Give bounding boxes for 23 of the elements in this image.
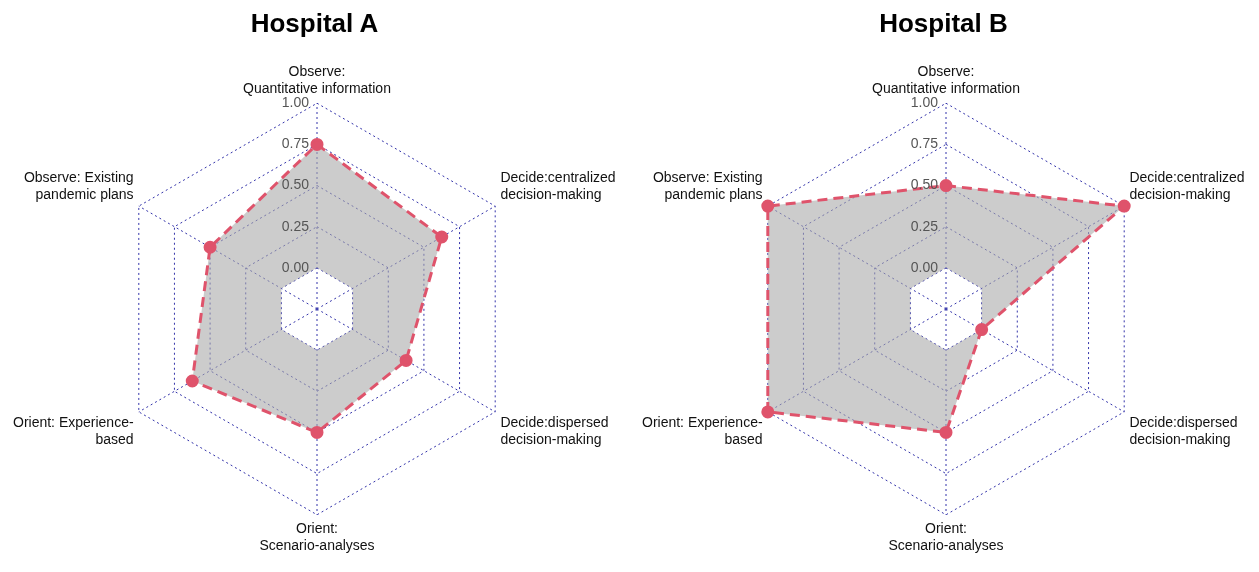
spoke-label: Observe: Quantitative information bbox=[243, 62, 391, 96]
spoke-label: Orient: Experience- based bbox=[13, 414, 134, 447]
spoke-label: Decide:centralized decision-making bbox=[500, 168, 616, 202]
y-tick-label: 0.75 bbox=[910, 135, 939, 152]
y-tick-label: 0.00 bbox=[281, 258, 310, 275]
y-tick-label: 0.25 bbox=[910, 217, 939, 234]
chart-title: Hospital B bbox=[878, 8, 1009, 39]
spoke-label: Orient: Scenario-analyses bbox=[888, 520, 1004, 553]
y-tick-label: 1.00 bbox=[910, 94, 939, 111]
spoke-label: Observe: Quantitative information bbox=[872, 62, 1020, 96]
spoke-label: Decide:dispersed decision-making bbox=[1129, 414, 1238, 447]
y-tick-label: 1.00 bbox=[281, 94, 310, 111]
spoke-label: Decide:dispersed decision-making bbox=[500, 414, 609, 447]
spoke-label: Orient: Experience- based bbox=[642, 414, 763, 447]
spoke-label: Observe: Existing pandemic plans bbox=[23, 168, 134, 202]
spoke-label: Orient: Scenario-analyses bbox=[259, 520, 375, 553]
spoke-label: Decide:centralized decision-making bbox=[1129, 168, 1245, 202]
y-tick-label: 0.25 bbox=[281, 217, 310, 234]
y-tick-label: 0.75 bbox=[281, 135, 310, 152]
chart-title: Hospital A bbox=[249, 8, 380, 39]
y-tick-label: 0.00 bbox=[910, 258, 939, 275]
spoke-label: Observe: Existing pandemic plans bbox=[652, 168, 763, 202]
y-tick-label: 0.50 bbox=[281, 176, 310, 193]
